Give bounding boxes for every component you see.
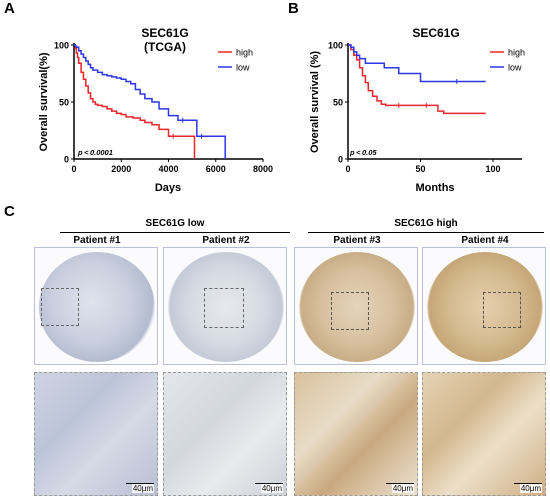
tissue-core [39, 252, 155, 362]
tma-core-image-patient-3 [294, 247, 418, 365]
y-tick-label: 100 [54, 41, 69, 51]
patient-label-3: Patient #3 [333, 235, 381, 246]
scale-label: 40μm [260, 484, 283, 493]
survival-curve-high [348, 44, 486, 115]
x-tick-label: 4000 [158, 164, 178, 174]
legend-label-low: low [508, 63, 522, 73]
chart-a-ylabel: Overall survival(%) [38, 52, 50, 151]
chart-a-xlabel: Days [155, 182, 181, 194]
patient-label-1: Patient #1 [73, 235, 121, 246]
legend-label-high: high [508, 48, 525, 58]
zoom-image-patient-1: 40μm [34, 372, 158, 496]
scale-label: 40μm [519, 484, 542, 493]
x-tick-label: 0 [345, 164, 350, 174]
zoom-image-patient-3: 40μm [294, 372, 418, 496]
tma-core-image-patient-4 [422, 247, 546, 365]
legend-label-low: low [236, 63, 250, 73]
group-label-low: SEC61G low [145, 218, 205, 229]
scale-bar [514, 483, 542, 484]
scale-label: 40μm [391, 484, 414, 493]
chart-b-ylabel: Overall survival (%) [309, 51, 321, 153]
survival-curve-high [74, 44, 196, 159]
chart-b-xlabel: Months [415, 182, 454, 194]
scale-label: 40μm [131, 484, 154, 493]
zoom-image-patient-2: 40μm [163, 372, 287, 496]
group-divider-high [308, 232, 544, 233]
tissue-core [299, 252, 415, 362]
y-tick-label: 100 [328, 41, 343, 51]
survival-curve-low [74, 44, 226, 159]
panel-label-b: B [288, 0, 299, 17]
zoom-region-marker [41, 288, 79, 326]
scale-bar [386, 483, 414, 484]
patient-label-4: Patient #4 [461, 235, 509, 246]
tissue-core [168, 252, 284, 362]
chart-a-subtitle: (TCGA) [144, 40, 186, 54]
tissue-core [427, 252, 543, 362]
x-tick-label: 8000 [253, 164, 273, 174]
tma-core-image-patient-1 [34, 247, 158, 365]
scale-bar [255, 483, 283, 484]
chart-a-pvalue: p < 0.0001 [77, 148, 113, 157]
km-chart-cohort: SEC61G Overall survival (%) Months p < 0… [309, 26, 525, 194]
x-tick-label: 0 [71, 164, 76, 174]
chart-a-title: SEC61G [141, 26, 188, 40]
x-tick-label: 50 [415, 164, 425, 174]
x-tick-label: 2000 [111, 164, 131, 174]
patient-label-2: Patient #2 [202, 235, 250, 246]
zoom-region-marker [331, 292, 369, 330]
tma-core-image-patient-2 [163, 247, 287, 365]
y-tick-label: 50 [333, 98, 343, 108]
x-tick-label: 100 [485, 164, 500, 174]
km-chart-tcga: SEC61G (TCGA) Overall survival(%) Days p… [38, 26, 273, 194]
zoom-region-marker [204, 288, 244, 328]
chart-b-title: SEC61G [412, 26, 459, 40]
panel-label-c: C [4, 203, 15, 220]
scale-bar [126, 483, 154, 484]
chart-b-pvalue: p < 0.05 [349, 148, 377, 157]
zoom-region-marker [483, 292, 521, 328]
group-divider-low [60, 232, 290, 233]
y-tick-label: 0 [338, 155, 343, 165]
legend-label-high: high [236, 48, 253, 58]
panel-label-a: A [4, 0, 15, 17]
y-tick-label: 50 [59, 98, 69, 108]
group-label-high: SEC61G high [394, 218, 458, 229]
y-tick-label: 0 [64, 155, 69, 165]
x-tick-label: 6000 [206, 164, 226, 174]
zoom-image-patient-4: 40μm [422, 372, 546, 496]
survival-curve-low [348, 44, 486, 83]
